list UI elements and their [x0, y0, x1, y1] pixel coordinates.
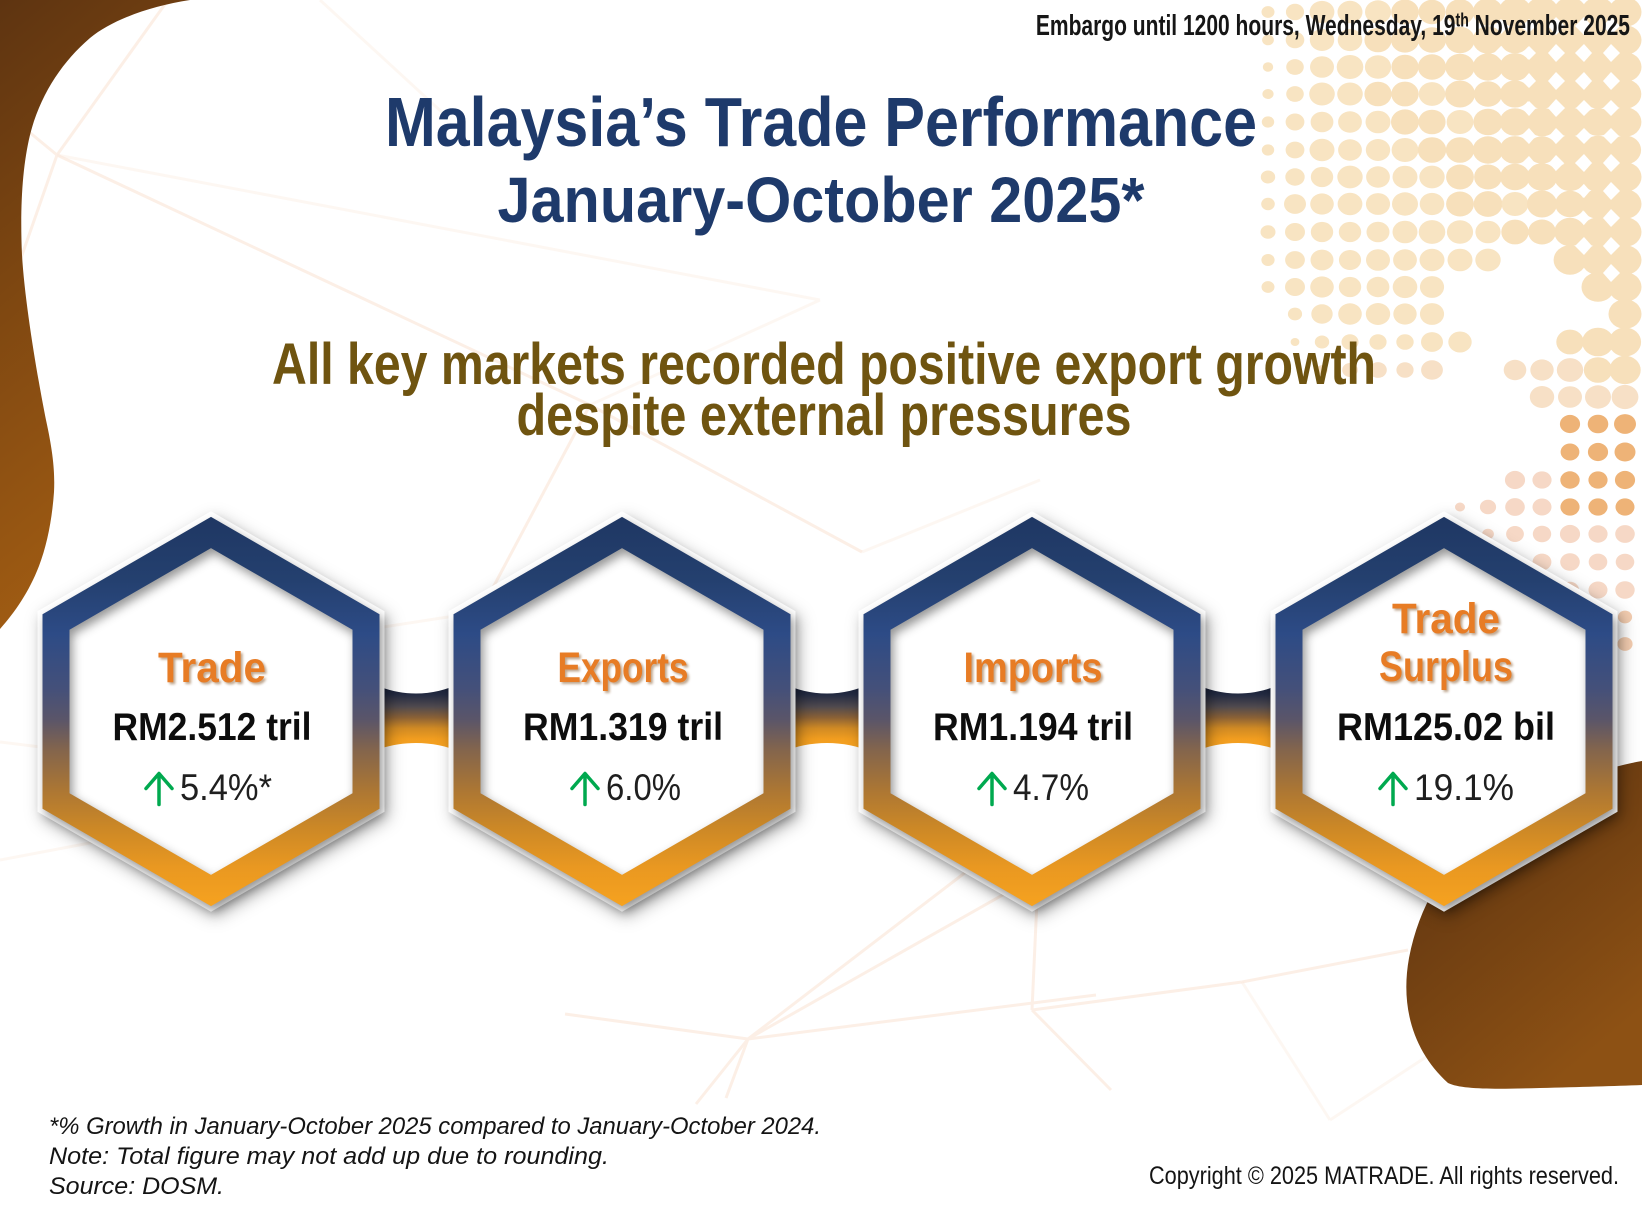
svg-text:4.7%: 4.7%	[1013, 767, 1089, 808]
svg-text:Copyright © 2025 MATRADE. All: Copyright © 2025 MATRADE. All rights res…	[1149, 1162, 1619, 1190]
svg-text:Malaysia’s Trade Performance: Malaysia’s Trade Performance	[385, 83, 1257, 161]
svg-text:January-October 2025*: January-October 2025*	[498, 164, 1145, 236]
svg-text:6.0%: 6.0%	[606, 767, 681, 808]
svg-text:5.4%*: 5.4%*	[180, 767, 272, 808]
svg-text:Source: DOSM.: Source: DOSM.	[49, 1173, 224, 1200]
svg-text:19.1%: 19.1%	[1414, 767, 1514, 808]
svg-text:despite external pressures: despite external pressures	[517, 383, 1132, 448]
svg-text:RM1.194 tril: RM1.194 tril	[933, 706, 1133, 749]
svg-text:Imports: Imports	[964, 644, 1103, 692]
svg-text:Surplus: Surplus	[1379, 643, 1513, 691]
svg-text:Trade: Trade	[1392, 595, 1500, 643]
svg-text:RM2.512 tril: RM2.512 tril	[113, 706, 312, 749]
svg-text:All key markets recorded posit: All key markets recorded positive export…	[272, 332, 1376, 397]
svg-text:RM125.02 bil: RM125.02 bil	[1337, 706, 1555, 749]
svg-text:Embargo until 1200 hours, Wedn: Embargo until 1200 hours, Wednesday, 19t…	[1036, 9, 1630, 42]
svg-text:RM1.319 tril: RM1.319 tril	[523, 706, 723, 749]
svg-text:Exports: Exports	[558, 644, 689, 692]
svg-text:*% Growth in January-October 2: *% Growth in January-October 2025 compar…	[49, 1113, 821, 1140]
svg-text:Note: Total figure may not add: Note: Total figure may not add up due to…	[49, 1143, 609, 1170]
svg-text:Trade: Trade	[158, 644, 266, 692]
